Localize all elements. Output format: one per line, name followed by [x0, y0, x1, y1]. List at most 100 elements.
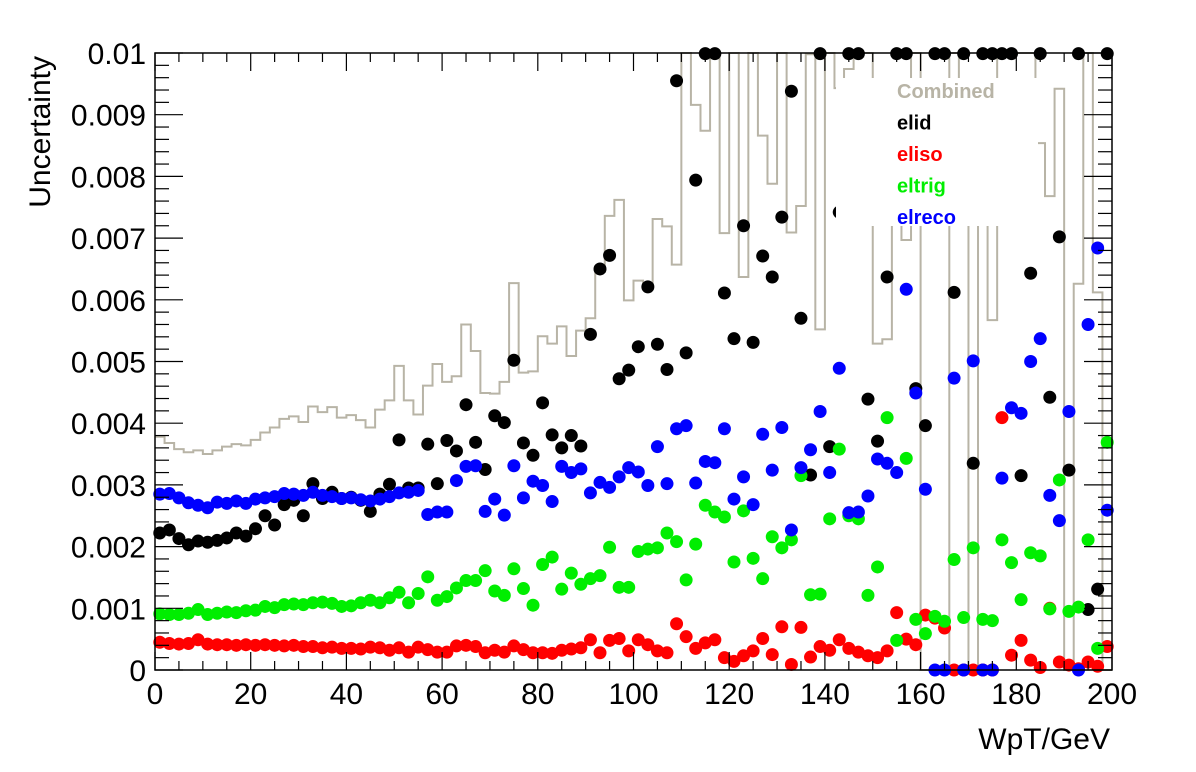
eltrig-point — [1100, 435, 1114, 449]
eltrig-point — [516, 582, 530, 596]
legend: Combined elid eliso eltrig elreco — [897, 81, 995, 229]
elid-point — [526, 448, 540, 462]
eliso-point — [823, 643, 837, 657]
elreco-point — [1043, 488, 1057, 502]
eltrig-point — [478, 564, 492, 578]
eliso-point — [555, 643, 569, 657]
eltrig-point — [679, 573, 693, 587]
elreco-point — [698, 454, 712, 468]
eltrig-point — [210, 606, 224, 620]
elid-point — [689, 173, 703, 187]
elid-point — [717, 286, 731, 300]
elid-point — [459, 398, 473, 412]
eltrig-point — [411, 586, 425, 600]
eliso-point — [1014, 633, 1028, 647]
elid-point — [861, 392, 875, 406]
elreco-point — [459, 459, 473, 473]
eliso-point — [201, 637, 215, 651]
elreco-point — [555, 459, 569, 473]
eltrig-point — [526, 598, 540, 612]
elreco-point — [488, 492, 502, 506]
elid-point — [392, 433, 406, 447]
elid-point — [172, 532, 186, 546]
elid-point — [1091, 582, 1105, 596]
elreco-point — [583, 486, 597, 500]
elid-point — [1052, 230, 1066, 244]
eliso-point — [880, 644, 894, 658]
elreco-point — [995, 471, 1009, 485]
eltrig-point — [1052, 473, 1066, 487]
eltrig-point — [880, 411, 894, 425]
elid-point — [650, 337, 664, 351]
elid-point — [622, 363, 636, 377]
eliso-point — [277, 639, 291, 653]
elreco-point — [469, 459, 483, 473]
eliso-point — [210, 638, 224, 652]
eliso-point — [727, 654, 741, 668]
elreco-point — [861, 489, 875, 503]
elreco-point — [440, 505, 454, 519]
elreco-point — [660, 477, 674, 491]
eliso-point — [363, 640, 377, 654]
eltrig-point — [641, 542, 655, 556]
elid-point — [966, 456, 980, 470]
eliso-point — [890, 606, 904, 620]
elreco-point — [354, 493, 368, 507]
eltrig-point — [382, 591, 396, 605]
eltrig-point — [957, 611, 971, 625]
eliso-point — [172, 637, 186, 651]
elreco-point — [918, 482, 932, 496]
eliso-point — [737, 649, 751, 663]
elid-point — [574, 439, 588, 453]
elid-point — [421, 437, 435, 451]
eltrig-point — [1014, 593, 1028, 607]
elid-point — [583, 327, 597, 341]
elid-point — [191, 534, 205, 548]
elid-point — [804, 468, 818, 482]
eltrig-point — [201, 607, 215, 621]
elid-point — [756, 249, 770, 263]
legend-entry-elreco: elreco — [897, 207, 956, 229]
x-tick-label: 120 — [704, 678, 754, 711]
elid-point — [555, 441, 569, 455]
elreco-point — [689, 476, 703, 490]
eliso-point — [220, 638, 234, 652]
elid-point — [746, 335, 760, 349]
elid-point — [947, 285, 961, 299]
eliso-point — [899, 632, 913, 646]
elreco-point — [823, 466, 837, 480]
eltrig-point — [507, 562, 521, 576]
elid-point — [871, 434, 885, 448]
elreco-point — [430, 505, 444, 519]
eltrig-point — [373, 596, 387, 610]
eltrig-point — [172, 607, 186, 621]
elreco-point — [890, 466, 904, 480]
elid-point — [248, 522, 262, 536]
eliso-point — [1091, 659, 1105, 673]
eltrig-point — [392, 585, 406, 599]
eliso-point — [622, 644, 636, 658]
eltrig-point — [775, 541, 789, 555]
elid-point — [545, 428, 559, 442]
elreco-point — [392, 486, 406, 500]
y-tick-label: 0.01 — [88, 38, 146, 71]
elreco-point — [287, 487, 301, 501]
eltrig-point — [871, 560, 885, 574]
eliso-point — [670, 617, 684, 631]
elid-point — [660, 363, 674, 377]
eltrig-point — [689, 537, 703, 551]
eliso-point — [832, 633, 846, 647]
elreco-point — [737, 470, 751, 484]
elid-point — [670, 74, 684, 88]
eltrig-point — [976, 612, 990, 626]
elid-point — [469, 435, 483, 449]
elid-point — [880, 270, 894, 284]
eltrig-point — [1033, 549, 1047, 563]
elid-point — [162, 523, 176, 537]
elid-point — [784, 84, 798, 98]
y-tick-label: 0.003 — [71, 470, 146, 503]
y-tick-label: 0.009 — [71, 100, 146, 133]
elreco-point — [641, 479, 655, 493]
eliso-point — [746, 644, 760, 658]
